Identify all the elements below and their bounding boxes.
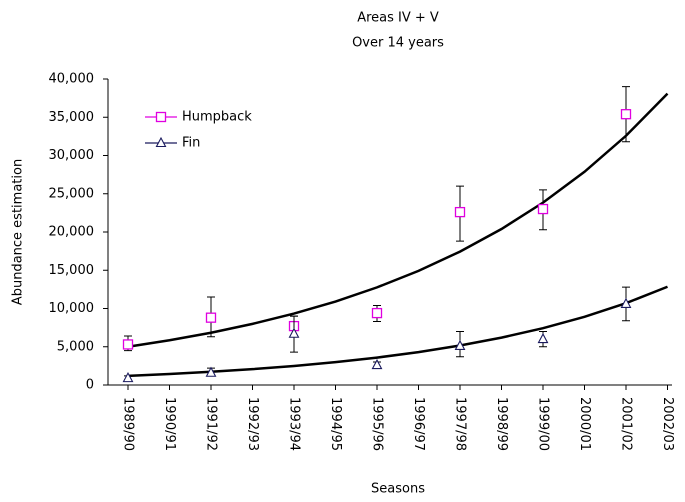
x-tick-label: 1994/95 <box>328 397 343 451</box>
data-point <box>454 339 466 351</box>
legend-label: Humpback <box>182 110 252 125</box>
x-tick-label: 1990/91 <box>162 397 177 451</box>
x-tick-label: 1991/92 <box>204 397 219 451</box>
x-tick-label: 1993/94 <box>287 397 302 451</box>
trend-line <box>127 92 669 348</box>
x-tick-label: 2001/02 <box>619 397 634 451</box>
x-tick-label: 1999/00 <box>536 397 551 451</box>
y-tick-label: 35,000 <box>49 110 95 125</box>
data-point <box>205 366 217 377</box>
data-point <box>371 307 383 319</box>
x-axis-label: Seasons <box>371 482 425 497</box>
x-tick-label: 1995/96 <box>370 397 385 451</box>
legend-label: Fin <box>182 136 200 151</box>
x-tick-label: 1996/97 <box>411 397 426 451</box>
y-tick-label: 25,000 <box>49 186 95 201</box>
x-tick-label: 1998/99 <box>494 397 509 451</box>
y-tick-label: 0 <box>86 378 94 393</box>
x-tick-label: 2002/03 <box>660 397 675 451</box>
data-point <box>620 109 632 120</box>
y-tick-label: 20,000 <box>49 225 95 240</box>
data-point <box>122 339 134 350</box>
data-point <box>205 312 217 323</box>
data-point <box>122 371 134 383</box>
legend-marker <box>155 111 167 123</box>
y-axis-label: Abundance estimation <box>11 159 26 305</box>
data-point <box>620 297 632 308</box>
data-point <box>288 327 300 338</box>
chart-title: Areas IV + V <box>357 11 439 26</box>
data-point <box>537 332 549 344</box>
x-tick-label: 1997/98 <box>453 397 468 451</box>
trend-line <box>127 285 668 378</box>
x-tick-label: 2000/01 <box>577 397 592 451</box>
data-point <box>371 358 383 370</box>
y-tick-label: 30,000 <box>49 148 95 163</box>
legend-marker <box>155 136 167 148</box>
data-point <box>454 206 466 218</box>
y-tick-label: 10,000 <box>49 301 95 316</box>
x-tick-label: 1992/93 <box>245 397 260 451</box>
data-point <box>537 203 549 215</box>
y-tick-label: 40,000 <box>49 72 95 87</box>
y-tick-label: 5,000 <box>57 339 94 354</box>
y-tick-label: 15,000 <box>49 263 95 278</box>
x-tick-label: 1989/90 <box>121 397 136 451</box>
chart-subtitle: Over 14 years <box>352 36 444 51</box>
